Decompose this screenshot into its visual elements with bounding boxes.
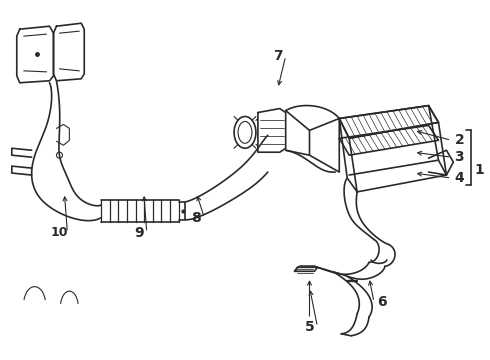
- Text: 4: 4: [454, 171, 464, 185]
- Text: 7: 7: [273, 49, 283, 63]
- Text: 10: 10: [50, 226, 68, 239]
- Text: 2: 2: [454, 133, 464, 147]
- Text: 8: 8: [192, 211, 201, 225]
- Text: 1: 1: [474, 163, 484, 177]
- Text: 3: 3: [455, 150, 464, 164]
- Text: 6: 6: [377, 295, 387, 309]
- Text: 5: 5: [305, 320, 315, 334]
- Text: 9: 9: [134, 226, 144, 240]
